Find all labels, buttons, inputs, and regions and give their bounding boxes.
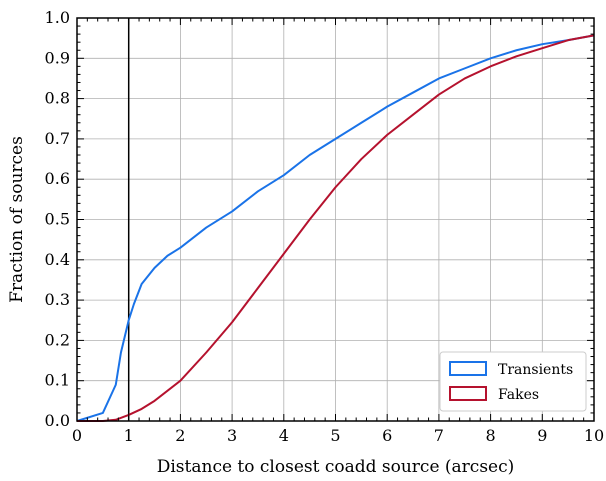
x-tick-label: 2: [175, 426, 185, 445]
axis-ticks: [76, 17, 595, 422]
y-tick-label: 0.6: [45, 169, 70, 188]
legend-label-transients: Transients: [498, 362, 573, 378]
x-tick-label: 3: [227, 426, 237, 445]
y-axis-label: Fraction of sources: [7, 136, 27, 303]
y-tick-label: 0.5: [45, 210, 70, 229]
y-tick-label: 0.9: [45, 48, 70, 67]
y-tick-label: 0.1: [45, 371, 70, 390]
tick-labels: 0 1 2 3 4 5 6 7 8 9 10 0.0 0.1 0.2 0.3 0.4 0.5 0.6 0.7 0.8 0…: [45, 8, 605, 445]
series-line-fakes: [77, 34, 595, 422]
x-tick-label: 10: [584, 426, 604, 445]
x-axis-label: Distance to closest coadd source (arcsec…: [157, 457, 515, 477]
x-tick-label: 6: [382, 426, 392, 445]
y-tick-label: 1.0: [45, 8, 70, 27]
y-tick-label: 0.4: [45, 250, 70, 269]
legend: Transients Fakes: [439, 351, 587, 412]
legend-label-fakes: Fakes: [498, 387, 539, 403]
legend-box: [439, 351, 587, 412]
x-tick-label: 7: [434, 426, 444, 445]
x-tick-label: 1: [124, 426, 134, 445]
y-tick-label: 0.7: [45, 129, 70, 148]
series-line-transients: [76, 34, 595, 422]
series-lines: [76, 34, 595, 422]
y-tick-label: 0.3: [45, 290, 70, 309]
x-tick-label: 8: [486, 426, 496, 445]
x-tick-label: 0: [72, 426, 82, 445]
y-tick-label: 0.2: [45, 330, 70, 349]
y-tick-label: 0.8: [45, 89, 70, 108]
y-tick-label: 0.0: [45, 411, 70, 430]
x-tick-label: 4: [279, 426, 289, 445]
x-tick-label: 5: [330, 426, 340, 445]
legend-swatch-transients: [449, 361, 487, 376]
legend-swatch-fakes: [449, 386, 487, 401]
x-tick-label: 9: [537, 426, 547, 445]
